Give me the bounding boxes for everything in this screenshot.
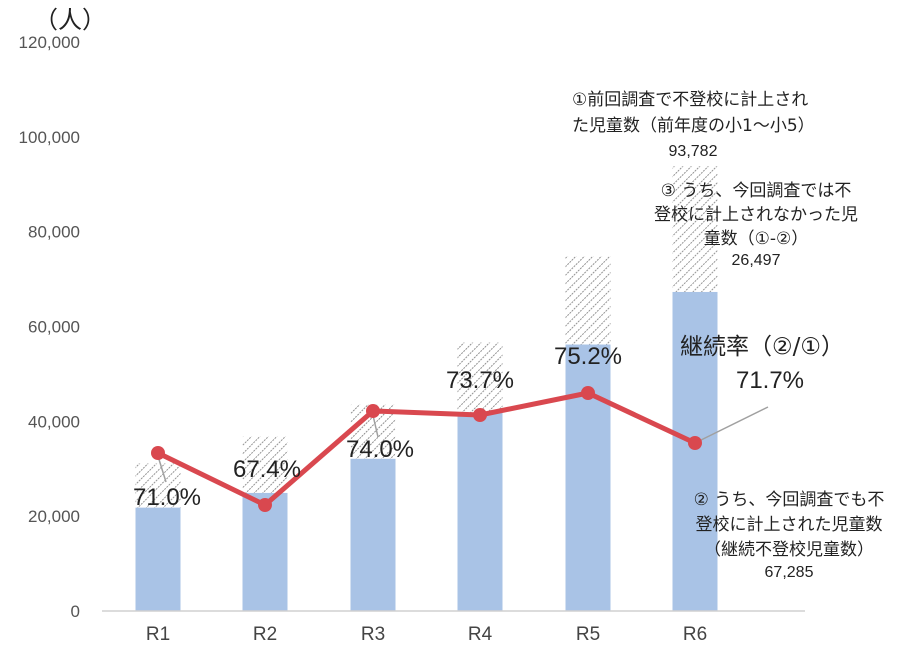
bar-series	[135, 166, 718, 611]
bar-continued	[242, 492, 288, 611]
bar-continued	[672, 291, 718, 611]
rate-point	[688, 436, 702, 450]
x-axis: R1 R2 R3 R4 R5 R6	[146, 624, 707, 645]
svg-text:② うち、今回調査でも不: ② うち、今回調査でも不	[694, 490, 885, 510]
rate-point	[473, 408, 487, 422]
x-tick-label: R2	[253, 624, 277, 645]
svg-text:登校に計上されなかった児: 登校に計上されなかった児	[654, 205, 858, 225]
leader-line-r6	[694, 406, 769, 444]
y-tick-label: 80,000	[28, 223, 80, 242]
bar-continued	[565, 344, 611, 611]
rate-label: 67.4%	[233, 456, 301, 483]
svg-text:た児童数（前年度の小1～小5）: た児童数（前年度の小1～小5）	[572, 116, 815, 136]
rate-label: 73.7%	[446, 367, 514, 394]
rate-point	[581, 386, 595, 400]
svg-text:①前回調査で不登校に計上され: ①前回調査で不登校に計上され	[572, 90, 808, 110]
bar-continued	[135, 507, 181, 611]
bar-not-counted	[242, 436, 288, 493]
y-tick-label: 60,000	[28, 318, 80, 337]
bar-continued	[457, 412, 503, 611]
annotation-total: ①前回調査で不登校に計上され た児童数（前年度の小1～小5） 93,782	[572, 90, 815, 160]
svg-text:登校に計上された児童数: 登校に計上された児童数	[696, 515, 883, 535]
bar-continued	[350, 458, 396, 611]
svg-text:93,782: 93,782	[669, 143, 718, 160]
x-tick-label: R3	[361, 624, 385, 645]
svg-text:継続率（②/①）: 継続率（②/①）	[680, 334, 844, 360]
x-tick-label: R5	[576, 624, 600, 645]
svg-text:童数（①-②）: 童数（①-②）	[704, 229, 809, 249]
svg-text:67,285: 67,285	[765, 564, 814, 581]
y-tick-label: 100,000	[19, 128, 80, 147]
y-tick-label: 40,000	[28, 412, 80, 431]
rate-point	[366, 404, 380, 418]
bar-not-counted	[457, 342, 503, 413]
x-tick-label: R1	[146, 624, 170, 645]
rate-line	[156, 390, 697, 508]
x-tick-label: R4	[468, 624, 493, 645]
svg-text:（継続不登校児童数）: （継続不登校児童数）	[704, 540, 874, 560]
svg-text:③ うち、今回調査では不: ③ うち、今回調査では不	[661, 181, 852, 201]
y-tick-label: 0	[71, 602, 80, 621]
y-axis: 0 20,000 40,000 60,000 80,000 100,000 120,000	[19, 33, 80, 621]
bar-not-counted	[672, 166, 718, 292]
rate-label: 71.0%	[133, 484, 201, 511]
rate-labels: 71.0% 67.4% 74.0% 73.7% 75.2%	[133, 343, 622, 511]
annotation-not-counted: ③ うち、今回調査では不 登校に計上されなかった児 童数（①-②） 26,497	[654, 181, 858, 269]
bar-not-counted	[135, 463, 181, 508]
rate-point	[258, 498, 272, 512]
y-tick-label: 20,000	[28, 507, 80, 526]
annotation-continuation-rate: 継続率（②/①） 71.7%	[680, 334, 844, 394]
rate-label: 75.2%	[554, 343, 622, 370]
rate-label: 74.0%	[346, 436, 414, 463]
line-series-continuation-rate	[151, 386, 702, 512]
rate-point	[151, 446, 165, 460]
y-tick-label: 120,000	[19, 33, 80, 52]
annotation-continued: ② うち、今回調査でも不 登校に計上された児童数 （継続不登校児童数） 67,2…	[694, 490, 885, 581]
svg-text:71.7%: 71.7%	[736, 367, 804, 394]
bar-not-counted	[565, 256, 611, 345]
x-tick-label: R6	[683, 624, 707, 645]
y-axis-unit-label: （人）	[34, 6, 106, 34]
svg-text:26,497: 26,497	[732, 252, 781, 269]
